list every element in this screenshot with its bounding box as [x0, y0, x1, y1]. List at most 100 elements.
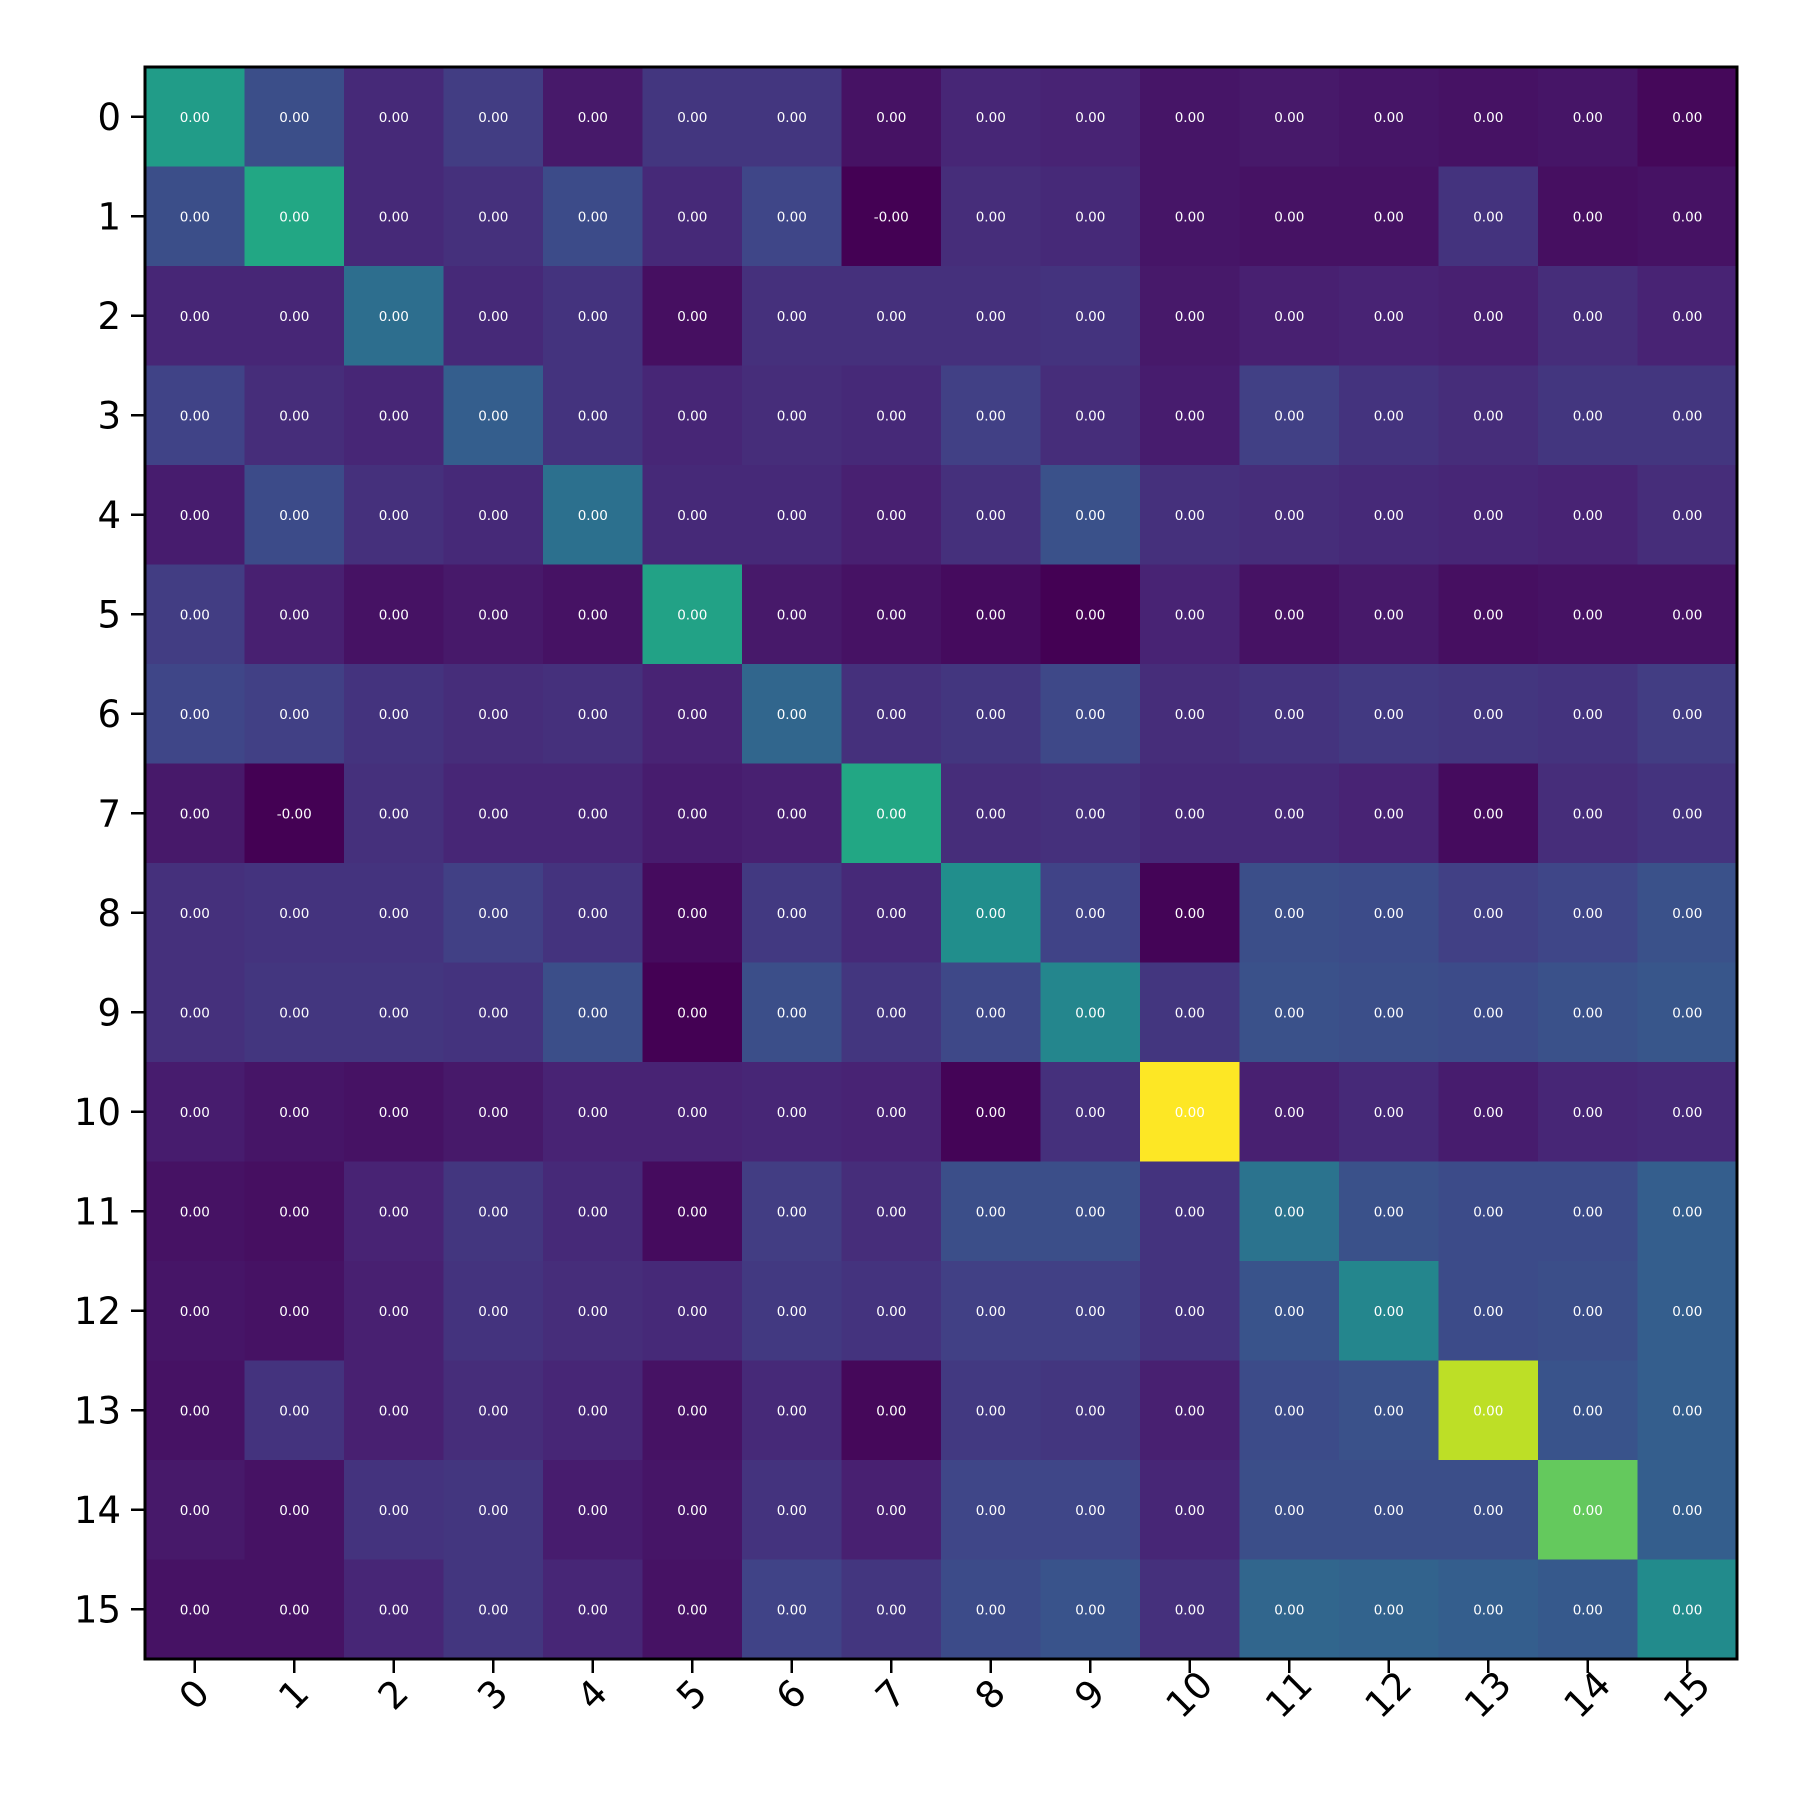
- y-tick-label: 15: [74, 1588, 121, 1631]
- cell-value-label: 0.00: [1075, 906, 1105, 922]
- cell-value-label: 0.00: [578, 1503, 608, 1519]
- cell-value-label: -0.00: [277, 806, 312, 822]
- cell-value-label: 0.00: [180, 508, 210, 524]
- cell-value-label: 0.00: [1075, 309, 1105, 325]
- cell-value-label: 0.00: [1672, 707, 1702, 723]
- cell-value-label: 0.00: [976, 906, 1006, 922]
- cell-value-label: 0.00: [677, 607, 707, 623]
- cell-value-label: 0.00: [1672, 806, 1702, 822]
- cell-value-label: 0.00: [1075, 508, 1105, 524]
- cell-value-label: 0.00: [777, 408, 807, 424]
- y-tick-label: 5: [97, 593, 121, 636]
- cell-value-label: 0.00: [1672, 1204, 1702, 1220]
- cell-value-label: 0.00: [1374, 1105, 1404, 1121]
- y-tick-label: 3: [97, 394, 121, 437]
- cell-value-label: 0.00: [1175, 110, 1205, 126]
- cell-value-label: 0.00: [1374, 607, 1404, 623]
- cell-value-label: 0.00: [180, 1503, 210, 1519]
- cell-value-label: 0.00: [578, 1304, 608, 1320]
- cell-value-label: 0.00: [180, 1204, 210, 1220]
- cell-value-label: 0.00: [1672, 408, 1702, 424]
- cell-value-label: 0.00: [1075, 1204, 1105, 1220]
- cell-value-label: 0.00: [976, 1503, 1006, 1519]
- cell-value-label: 0.00: [578, 508, 608, 524]
- cell-value-label: 0.00: [1175, 309, 1205, 325]
- cell-value-label: 0.00: [180, 806, 210, 822]
- cell-value-label: 0.00: [876, 707, 906, 723]
- cell-value-label: 0.00: [1573, 1602, 1603, 1618]
- cell-value-label: 0.00: [1175, 1005, 1205, 1021]
- cell-value-label: 0.00: [1573, 1105, 1603, 1121]
- cell-value-label: 0.00: [1274, 1602, 1304, 1618]
- cell-value-label: 0.00: [677, 806, 707, 822]
- cell-value-label: 0.00: [1573, 1204, 1603, 1220]
- cell-value-label: 0.00: [976, 1403, 1006, 1419]
- cell-value-label: 0.00: [1374, 508, 1404, 524]
- cell-value-label: 0.00: [1175, 209, 1205, 225]
- cell-value-label: 0.00: [1374, 1204, 1404, 1220]
- cell-value-label: 0.00: [478, 508, 508, 524]
- cell-value-label: 0.00: [876, 1503, 906, 1519]
- cell-value-label: 0.00: [1075, 707, 1105, 723]
- cell-value-label: 0.00: [1672, 607, 1702, 623]
- cell-value-label: 0.00: [876, 309, 906, 325]
- cell-value-label: 0.00: [1573, 110, 1603, 126]
- cell-value-label: 0.00: [478, 1105, 508, 1121]
- cell-value-label: 0.00: [777, 1602, 807, 1618]
- cell-value-label: 0.00: [677, 1304, 707, 1320]
- cell-value-label: 0.00: [478, 906, 508, 922]
- cell-value-label: 0.00: [976, 806, 1006, 822]
- cell-value-label: 0.00: [777, 110, 807, 126]
- y-tick-label: 11: [74, 1190, 121, 1233]
- cell-value-label: 0.00: [777, 209, 807, 225]
- cell-value-label: 0.00: [1075, 1005, 1105, 1021]
- cell-value-label: 0.00: [279, 110, 309, 126]
- y-tick-label: 13: [74, 1389, 121, 1432]
- cell-value-label: 0.00: [976, 209, 1006, 225]
- cell-value-label: 0.00: [777, 1403, 807, 1419]
- cell-value-label: 0.00: [279, 1105, 309, 1121]
- cell-value-label: 0.00: [1075, 209, 1105, 225]
- cell-value-label: 0.00: [876, 806, 906, 822]
- cell-value-label: 0.00: [976, 1105, 1006, 1121]
- cell-value-label: 0.00: [578, 1005, 608, 1021]
- cell-value-label: 0.00: [578, 110, 608, 126]
- cell-value-label: 0.00: [976, 1005, 1006, 1021]
- cell-value-label: 0.00: [1175, 607, 1205, 623]
- cell-value-label: 0.00: [976, 508, 1006, 524]
- cell-value-label: 0.00: [478, 209, 508, 225]
- cell-value-label: 0.00: [478, 707, 508, 723]
- cell-value-label: 0.00: [1075, 607, 1105, 623]
- cell-value-label: 0.00: [1175, 408, 1205, 424]
- cell-value-label: 0.00: [1274, 906, 1304, 922]
- cell-value-label: 0.00: [379, 1105, 409, 1121]
- cell-value-label: 0.00: [777, 1204, 807, 1220]
- cell-value-label: 0.00: [1672, 1602, 1702, 1618]
- cell-value-label: 0.00: [478, 309, 508, 325]
- cell-value-label: 0.00: [379, 1602, 409, 1618]
- cell-value-label: 0.00: [578, 1602, 608, 1618]
- cell-value-label: 0.00: [1075, 1403, 1105, 1419]
- cell-value-label: 0.00: [478, 408, 508, 424]
- cell-value-label: 0.00: [1573, 1503, 1603, 1519]
- cell-value-label: 0.00: [1274, 1105, 1304, 1121]
- cell-value-label: 0.00: [1473, 309, 1503, 325]
- cell-value-label: 0.00: [1075, 806, 1105, 822]
- cell-value-label: 0.00: [379, 707, 409, 723]
- cell-value-label: 0.00: [1573, 1005, 1603, 1021]
- cell-value-label: 0.00: [976, 707, 1006, 723]
- cell-value-label: 0.00: [876, 1204, 906, 1220]
- cell-value-label: 0.00: [379, 906, 409, 922]
- cell-value-label: 0.00: [578, 707, 608, 723]
- cell-value-label: 0.00: [677, 906, 707, 922]
- cell-value-label: 0.00: [777, 1503, 807, 1519]
- cell-value-label: 0.00: [1473, 110, 1503, 126]
- cell-value-label: 0.00: [578, 906, 608, 922]
- cell-value-label: 0.00: [180, 1105, 210, 1121]
- cell-value-label: 0.00: [1473, 806, 1503, 822]
- cell-value-label: 0.00: [578, 806, 608, 822]
- cell-value-label: 0.00: [777, 806, 807, 822]
- cell-value-label: 0.00: [180, 1005, 210, 1021]
- cell-value-label: 0.00: [1274, 508, 1304, 524]
- cell-value-label: 0.00: [1274, 806, 1304, 822]
